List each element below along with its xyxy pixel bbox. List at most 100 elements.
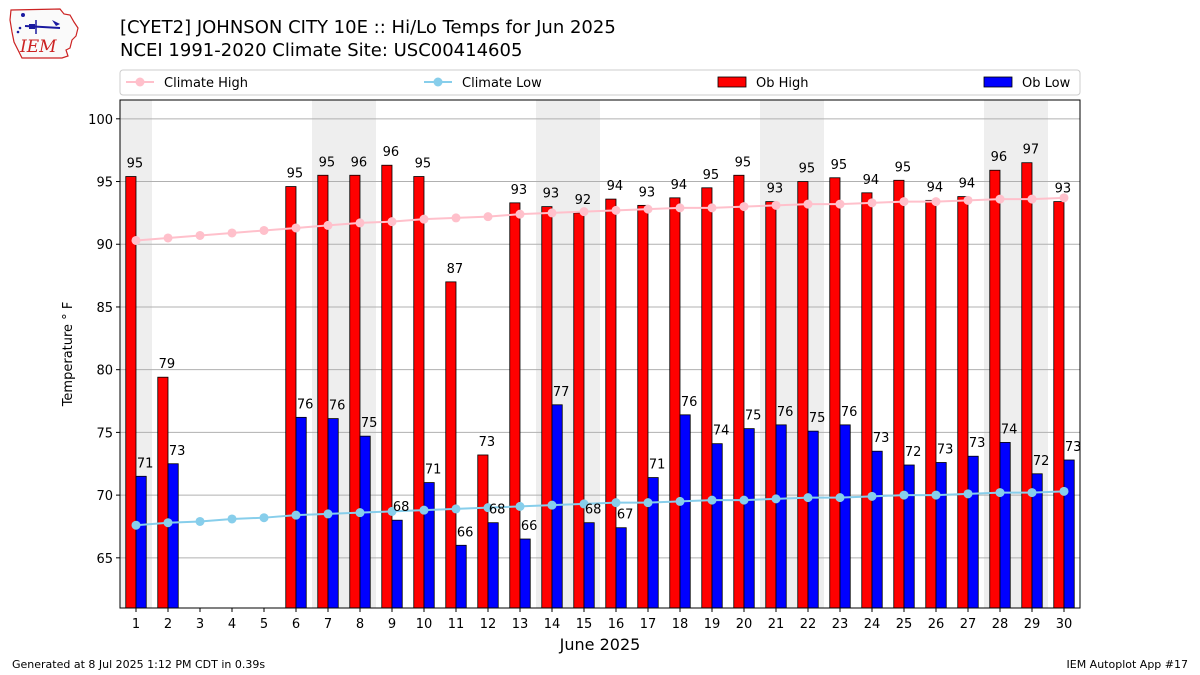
x-tick-label-17: 17 [640, 617, 657, 632]
x-tick-label-4: 4 [228, 617, 236, 632]
climate-high-point-27 [963, 195, 973, 205]
climate-high-point-23 [835, 199, 845, 209]
ob-low-bar-28 [999, 442, 1011, 609]
x-tick-label-11: 11 [448, 617, 465, 632]
ob-high-bar-10 [413, 176, 425, 609]
climate-high-point-1 [131, 235, 141, 245]
ob-high-bar-26 [925, 199, 937, 609]
legend-label-ob-low: Ob Low [1022, 76, 1071, 91]
y-tick-label-90: 90 [96, 238, 113, 253]
x-tick-label-28: 28 [992, 617, 1009, 632]
x-tick-label-3: 3 [196, 617, 204, 632]
ob-low-bar-16 [615, 527, 627, 609]
ob-low-label-7: 76 [329, 399, 346, 414]
ob-high-label-7: 95 [319, 155, 336, 170]
ob-low-label-22: 75 [809, 411, 826, 426]
climate-high-point-4 [227, 228, 237, 238]
climate-high-line [135, 196, 1065, 242]
climate-high-point-28 [995, 194, 1005, 204]
climate-low-point-22 [803, 493, 813, 503]
ob-low-label-26: 73 [937, 442, 954, 457]
y-tick-label-80: 80 [96, 364, 113, 379]
climate-low-point-20 [739, 495, 749, 505]
legend: Climate High Climate Low Ob High Ob Low [119, 69, 1081, 96]
ob-low-bar-25 [903, 464, 915, 609]
ob-low-bar-24 [871, 450, 883, 609]
climate-low-point-3 [195, 516, 205, 526]
ob-high-label-27: 94 [959, 177, 976, 192]
x-tick-label-20: 20 [736, 617, 753, 632]
ob-high-bar-21 [765, 201, 777, 609]
app-label: IEM Autoplot App #17 [1066, 658, 1189, 671]
climate-high-point-5 [259, 225, 269, 235]
climate-low-point-14 [547, 500, 557, 510]
climate-high-point-24 [867, 198, 877, 208]
ob-low-label-25: 72 [905, 445, 922, 460]
x-tick-label-7: 7 [324, 617, 332, 632]
x-tick-label-26: 26 [928, 617, 945, 632]
climate-high-point-22 [803, 199, 813, 209]
climate-low-point-25 [899, 490, 909, 500]
x-tick-label-12: 12 [480, 617, 497, 632]
ob-high-label-22: 95 [799, 162, 816, 177]
ob-high-label-17: 93 [639, 185, 656, 200]
climate-low-point-1 [131, 520, 141, 530]
plot-frame [119, 99, 1081, 609]
climate-low-point-30 [1059, 486, 1069, 496]
ob-low-label-17: 71 [649, 458, 666, 473]
ob-high-bar-25 [893, 179, 905, 609]
climate-high-point-29 [1027, 194, 1037, 204]
x-tick-label-10: 10 [416, 617, 433, 632]
ob-low-bar-17 [647, 477, 659, 609]
climate-high-point-10 [419, 214, 429, 224]
x-tick-label-16: 16 [608, 617, 625, 632]
x-tick-label-5: 5 [260, 617, 268, 632]
climate-high-point-15 [579, 207, 589, 217]
legend-marker-climate-low [433, 77, 443, 87]
climate-low-point-5 [259, 513, 269, 523]
x-tick-label-19: 19 [704, 617, 721, 632]
ob-high-bar-16 [605, 198, 617, 609]
logo-text: IEM [19, 37, 57, 57]
y-tick-label-85: 85 [96, 301, 113, 316]
ob-low-bar-1 [135, 475, 147, 609]
ob-high-label-30: 93 [1055, 182, 1072, 197]
ob-low-bar-23 [839, 424, 851, 609]
ob-high-label-8: 96 [351, 155, 368, 170]
ob-high-label-26: 94 [927, 180, 944, 195]
ob-low-label-14: 77 [553, 385, 570, 400]
ob-high-label-29: 97 [1023, 143, 1040, 158]
chart-subtitle: NCEI 1991-2020 Climate Site: USC00414605 [120, 40, 523, 61]
legend-label-climate-high: Climate High [164, 76, 248, 91]
climate-high-point-14 [547, 208, 557, 218]
ob-high-label-6: 95 [287, 167, 304, 182]
y-tick-label-65: 65 [96, 552, 113, 567]
climate-low-point-11 [451, 504, 461, 514]
bar-value-labels: 95 71 79 73 95 76 95 76 96 75 96 68 95 71 87 66 73 68 93 66… [127, 143, 1082, 541]
climate-high-point-25 [899, 197, 909, 207]
ob-low-label-21: 76 [777, 405, 794, 420]
iem-logo: IEM [9, 8, 79, 59]
legend-label-climate-low: Climate Low [462, 76, 542, 91]
ob-high-bar-2 [157, 376, 169, 609]
climate-low-point-18 [675, 496, 685, 506]
ob-high-bar-17 [637, 204, 649, 609]
ob-high-label-19: 95 [703, 168, 720, 183]
climate-high-point-3 [195, 230, 205, 240]
ob-high-bar-28 [989, 169, 1001, 609]
climate-low-point-17 [643, 498, 653, 508]
ob-high-label-13: 93 [511, 183, 528, 198]
climate-low-point-16 [611, 498, 621, 508]
climate-high-point-7 [323, 220, 333, 230]
ob-high-bar-22 [797, 181, 809, 609]
climate-high-point-20 [739, 202, 749, 212]
ob-low-bar-26 [935, 462, 947, 609]
climate-lines [131, 193, 1069, 530]
ob-high-bar-19 [701, 187, 713, 609]
climate-high-point-18 [675, 203, 685, 213]
ob-low-bar-2 [167, 463, 179, 609]
x-tick-label-21: 21 [768, 617, 785, 632]
ob-high-bar-27 [957, 196, 969, 609]
ob-high-label-10: 95 [415, 157, 432, 172]
